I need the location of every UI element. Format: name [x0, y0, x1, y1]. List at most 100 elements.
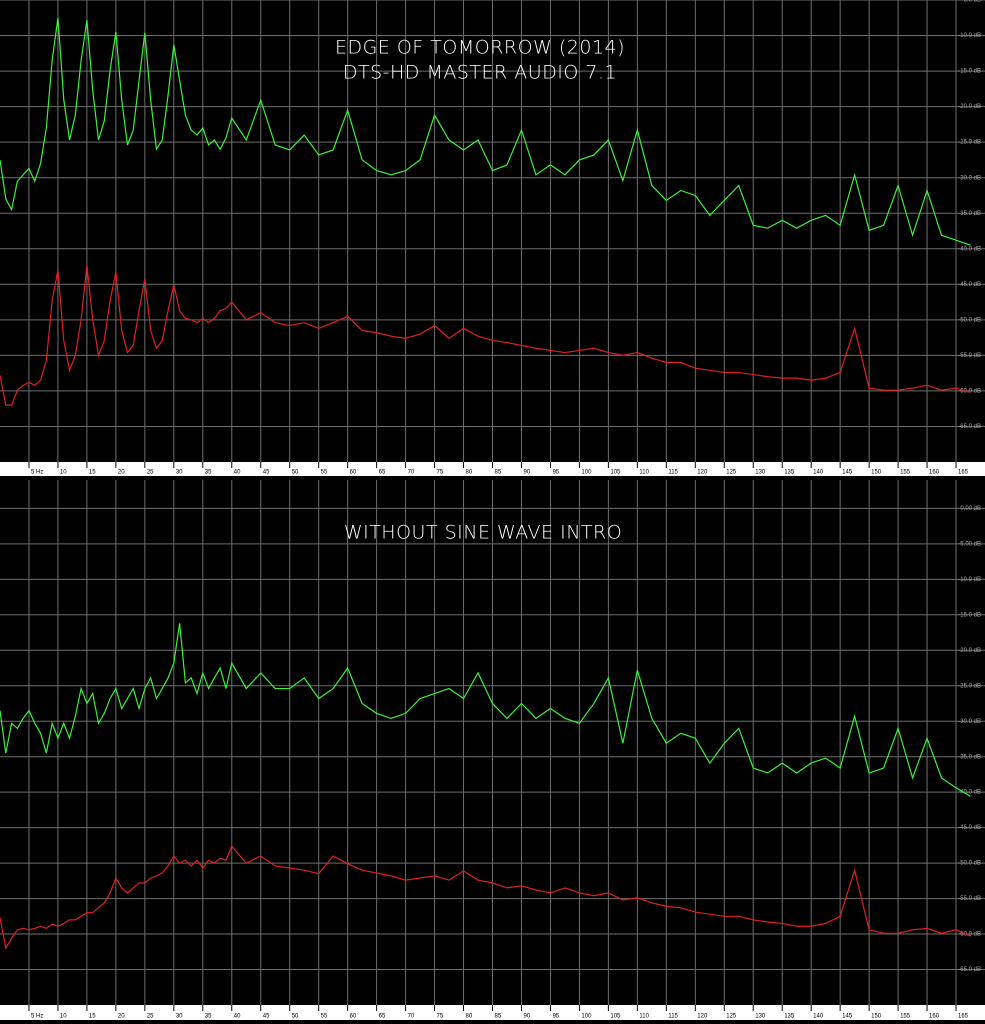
x-tick-label: 110	[639, 470, 649, 476]
x-tick-label: 15	[89, 470, 96, 476]
x-tick-label: 80	[466, 470, 473, 476]
y-tick-label: -30.0 dB	[958, 719, 981, 725]
x-tick-label: 20	[118, 1014, 125, 1020]
x-tick-label: 75	[437, 1014, 444, 1020]
y-tick-label: -10.0 dB	[958, 33, 981, 39]
x-tick-label: 5 Hz	[31, 1014, 43, 1020]
y-tick-label: -10.0 dB	[958, 577, 981, 583]
x-axis-strip	[0, 462, 985, 476]
x-tick-label: 90	[523, 1014, 530, 1020]
x-tick-label: 140	[813, 470, 824, 476]
x-tick-label: 45	[263, 1014, 270, 1020]
x-tick-label: 15	[89, 1014, 96, 1020]
y-tick-label: -20.0 dB	[958, 648, 981, 654]
x-tick-label: 130	[755, 470, 766, 476]
x-tick-label: 50	[292, 470, 299, 476]
y-tick-label: -40.0 dB	[958, 790, 981, 796]
x-tick-label: 30	[176, 470, 183, 476]
y-tick-label: -55.0 dB	[958, 896, 981, 902]
x-tick-label: 100	[581, 1014, 592, 1020]
x-tick-label: 135	[784, 1014, 795, 1020]
x-tick-label: 115	[668, 470, 678, 476]
x-tick-label: 165	[958, 470, 969, 476]
x-tick-label: 35	[205, 1014, 212, 1020]
chart-title: WITHOUT SINE WAVE INTRO	[344, 522, 622, 544]
x-tick-label: 160	[929, 1014, 940, 1020]
y-tick-label: -5.00 dB	[958, 541, 981, 547]
x-tick-label: 5 Hz	[31, 470, 43, 476]
x-axis-strip	[0, 1005, 985, 1020]
x-tick-label: 20	[118, 470, 125, 476]
x-tick-label: 110	[639, 1014, 649, 1020]
x-tick-label: 140	[813, 1014, 824, 1020]
x-tick-label: 135	[784, 470, 795, 476]
x-tick-label: 80	[466, 1014, 473, 1020]
x-tick-label: 85	[495, 470, 502, 476]
y-tick-label: -50.0 dB	[958, 317, 981, 323]
x-tick-label: 55	[321, 470, 328, 476]
y-tick-label: -65.0 dB	[958, 967, 981, 973]
spectrum-line	[0, 623, 971, 797]
x-tick-label: 125	[726, 1014, 737, 1020]
x-tick-label: 145	[842, 470, 853, 476]
x-tick-label: 130	[755, 1014, 766, 1020]
y-tick-label: -30.0 dB	[958, 175, 981, 181]
y-tick-label: -45.0 dB	[958, 825, 981, 831]
y-tick-label: -45.0 dB	[958, 282, 981, 288]
x-tick-label: 50	[292, 1014, 299, 1020]
y-tick-label: -25.0 dB	[958, 140, 981, 146]
x-tick-label: 25	[147, 1014, 154, 1020]
x-tick-label: 105	[610, 1014, 621, 1020]
x-tick-label: 60	[350, 470, 357, 476]
y-tick-label: -35.0 dB	[958, 754, 981, 760]
chart-title: EDGE OF TOMORROW (2014)	[335, 37, 625, 59]
x-tick-label: 150	[871, 470, 882, 476]
x-tick-label: 75	[437, 470, 444, 476]
x-tick-label: 70	[408, 1014, 415, 1020]
x-tick-label: 155	[900, 1014, 911, 1020]
x-tick-label: 65	[379, 470, 386, 476]
x-tick-label: 35	[205, 470, 212, 476]
spectrum-line	[0, 17, 971, 246]
y-tick-label: -40.0 dB	[958, 246, 981, 252]
y-tick-label: -35.0 dB	[958, 211, 981, 217]
x-tick-label: 95	[552, 470, 559, 476]
x-tick-label: 40	[234, 470, 241, 476]
x-tick-label: 95	[552, 1014, 559, 1020]
x-tick-label: 115	[668, 1014, 678, 1020]
x-tick-label: 60	[350, 1014, 357, 1020]
x-tick-label: 10	[60, 470, 67, 476]
y-tick-label: -5.0 dB	[962, 0, 981, 4]
x-tick-label: 155	[900, 470, 911, 476]
y-tick-label: -50.0 dB	[958, 861, 981, 867]
x-tick-label: 105	[610, 470, 621, 476]
x-tick-label: 160	[929, 470, 940, 476]
x-tick-label: 70	[408, 470, 415, 476]
x-tick-label: 90	[523, 470, 530, 476]
x-tick-label: 65	[379, 1014, 386, 1020]
x-tick-label: 100	[581, 470, 592, 476]
x-tick-label: 165	[958, 1014, 969, 1020]
x-tick-label: 145	[842, 1014, 853, 1020]
x-tick-label: 150	[871, 1014, 882, 1020]
x-tick-label: 120	[697, 470, 708, 476]
spectrum-line	[0, 265, 971, 406]
x-tick-label: 10	[60, 1014, 67, 1020]
y-tick-label: 0.00 dB	[960, 506, 981, 512]
x-tick-label: 45	[263, 470, 270, 476]
y-tick-label: -60.0 dB	[958, 932, 981, 938]
x-tick-label: 85	[495, 1014, 502, 1020]
y-tick-label: -15.0 dB	[958, 612, 981, 618]
y-tick-label: -25.0 dB	[958, 683, 981, 689]
y-tick-label: -15.0 dB	[958, 69, 981, 75]
x-tick-label: 30	[176, 1014, 183, 1020]
x-tick-label: 40	[234, 1014, 241, 1020]
x-tick-label: 25	[147, 470, 154, 476]
y-tick-label: -55.0 dB	[958, 353, 981, 359]
y-tick-label: -20.0 dB	[958, 104, 981, 110]
y-tick-label: -65.0 dB	[958, 424, 981, 430]
x-tick-label: 120	[697, 1014, 708, 1020]
x-tick-label: 125	[726, 470, 737, 476]
